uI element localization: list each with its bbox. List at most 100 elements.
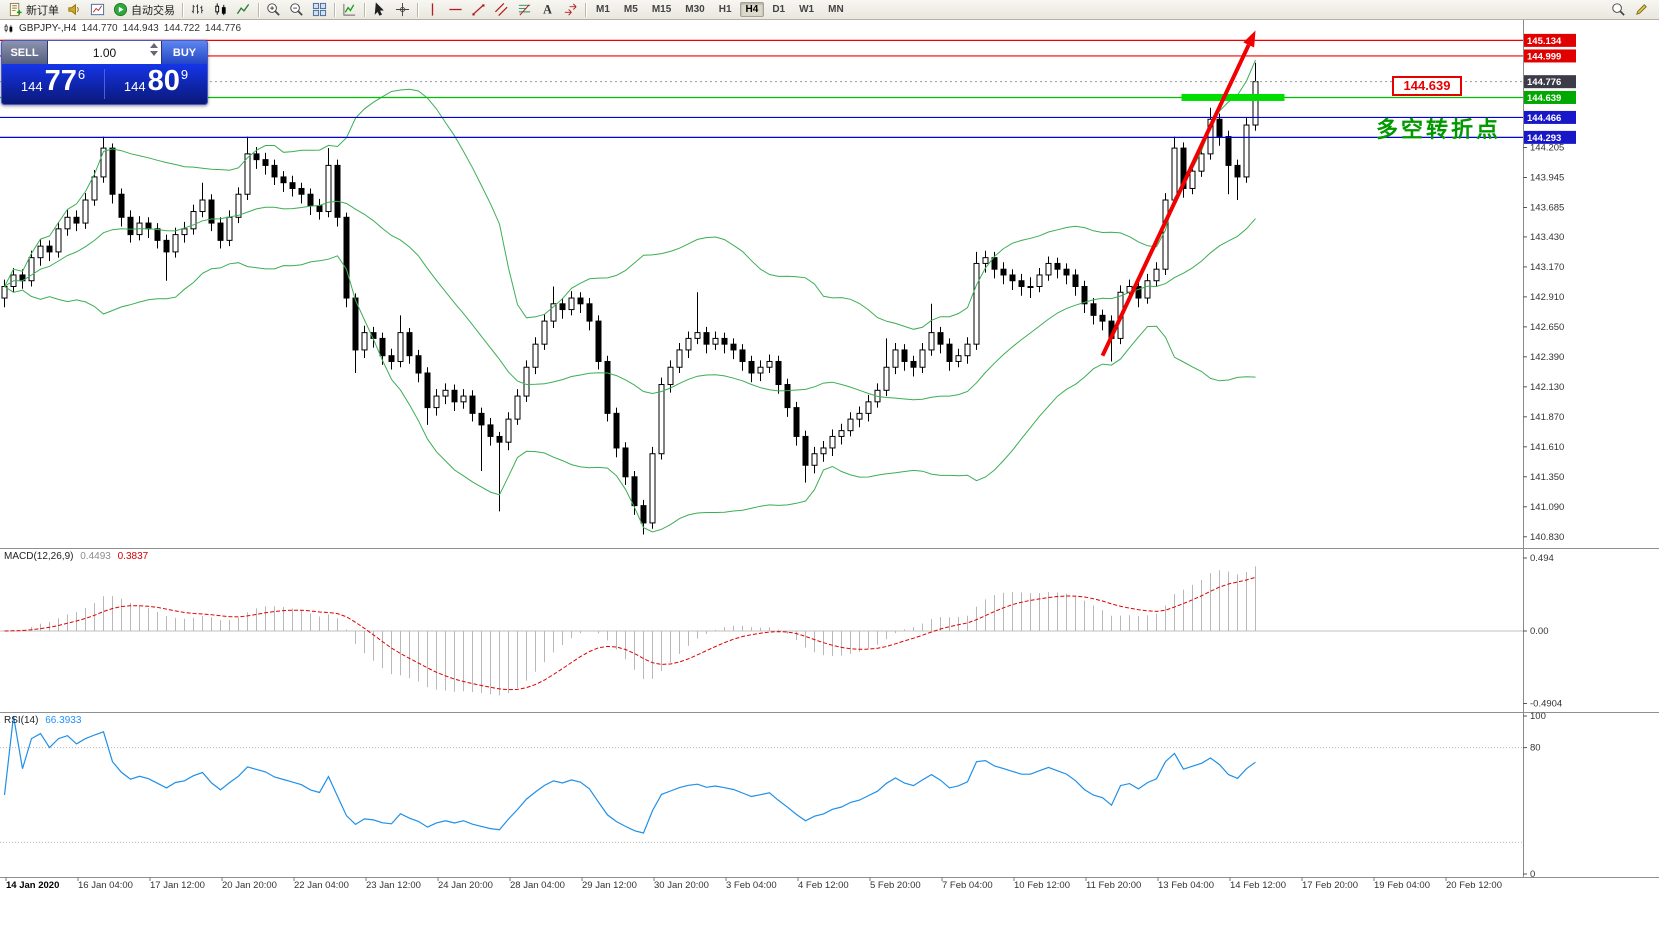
svg-text:5 Feb 20:00: 5 Feb 20:00: [870, 880, 921, 891]
svg-text:142.390: 142.390: [1530, 352, 1564, 363]
toolbar-indicators-button[interactable]: [338, 0, 361, 20]
trend-arrow-object[interactable]: [1100, 30, 1256, 357]
toolbar-buttons-group: 新订单 自动交易 A: [4, 0, 589, 19]
svg-text:29 Jan 12:00: 29 Jan 12:00: [582, 880, 637, 891]
chart-icon: [4, 24, 13, 33]
volume-field[interactable]: 1.00: [48, 41, 161, 64]
svg-text:144.999: 144.999: [1527, 51, 1561, 62]
zoom-out-icon: [290, 3, 303, 16]
svg-text:16 Jan 04:00: 16 Jan 04:00: [78, 880, 133, 891]
price-label-144.999: [1524, 49, 1576, 63]
volume-up-button[interactable]: [150, 43, 158, 48]
svg-text:3 Feb 04:00: 3 Feb 04:00: [726, 880, 777, 891]
quote-low: 144.722: [163, 23, 200, 34]
toolbar-new-order-button[interactable]: 新订单: [4, 0, 63, 20]
timeframe-h1-button[interactable]: H1: [718, 4, 732, 15]
timeframe-m30-button[interactable]: M30: [685, 4, 705, 15]
buy-price[interactable]: 144 80 9: [123, 65, 189, 98]
indicators-icon: [343, 3, 356, 16]
toolbar-separator: [334, 2, 335, 17]
svg-text:100: 100: [1530, 711, 1546, 722]
toolbar-new-chart-button[interactable]: [86, 0, 109, 20]
toolbar-sound-alerts-button[interactable]: [63, 0, 86, 20]
toolbar-trendline-button[interactable]: [467, 0, 490, 20]
svg-text:143.430: 143.430: [1530, 232, 1564, 243]
svg-text:19 Feb 04:00: 19 Feb 04:00: [1374, 880, 1430, 891]
svg-text:80: 80: [1530, 743, 1541, 754]
volume-down-button[interactable]: [150, 51, 158, 56]
price-label-145.134: [1524, 33, 1576, 47]
svg-text:20 Feb 12:00: 20 Feb 12:00: [1446, 880, 1502, 891]
sound-alerts-icon: [68, 3, 79, 16]
svg-text:144.205: 144.205: [1530, 143, 1564, 154]
line-chart-mode-icon: [236, 3, 250, 15]
timeframe-h4-button[interactable]: H4: [739, 2, 765, 17]
price-divider: [104, 69, 105, 99]
timeframe-mn-button[interactable]: MN: [828, 4, 844, 15]
toolbar-vertical-line-button[interactable]: [421, 0, 444, 20]
chinese-note-text[interactable]: 多空转折点: [1376, 117, 1502, 142]
toolbar-candlestick-mode-button[interactable]: [209, 0, 232, 20]
toolbar-bar-chart-mode-button[interactable]: [186, 0, 209, 20]
svg-text:23 Jan 12:00: 23 Jan 12:00: [366, 880, 421, 891]
timeframe-m1-button[interactable]: M1: [596, 4, 610, 15]
toolbar-zoom-out-button[interactable]: [285, 0, 308, 20]
toolbar-crosshair-button[interactable]: [391, 0, 414, 20]
quote-high: 144.943: [122, 23, 159, 34]
toolbar-tile-windows-button[interactable]: [308, 0, 331, 20]
timeframe-m5-button[interactable]: M5: [623, 4, 638, 15]
svg-text:7 Feb 04:00: 7 Feb 04:00: [942, 880, 993, 891]
toolbar-auto-trading-button[interactable]: 自动交易: [109, 0, 179, 20]
one-click-trading-panel: SELL 1.00 BUY 144 77 6 144 80 9: [1, 40, 208, 105]
toolbar-equidistant-channel-button[interactable]: [490, 0, 513, 20]
toolbar-search-button[interactable]: [1607, 0, 1630, 20]
toolbar-cursor-button[interactable]: [368, 0, 391, 20]
arrows-tool-icon: [564, 3, 577, 16]
price-label-144.466: [1524, 110, 1576, 124]
svg-text:142.130: 142.130: [1530, 382, 1564, 393]
toolbar-arrows-tool-button[interactable]: [559, 0, 582, 20]
svg-text:10 Feb 12:00: 10 Feb 12:00: [1014, 880, 1070, 891]
svg-text:11 Feb 20:00: 11 Feb 20:00: [1086, 880, 1141, 891]
price-callout-box[interactable]: 144.639: [1392, 76, 1462, 96]
svg-text:141.350: 141.350: [1530, 472, 1564, 483]
price-scale[interactable]: 144.205 143.945 143.685 143.430 143.170 142.9…: [1523, 143, 1564, 543]
toolbar-new-order-label: 新订单: [26, 4, 59, 17]
toolbar-quick-edit-button[interactable]: [1630, 0, 1653, 20]
toolbar-fibonacci-button[interactable]: [513, 0, 536, 20]
sell-button[interactable]: SELL: [2, 41, 48, 64]
svg-text:24 Jan 20:00: 24 Jan 20:00: [438, 880, 493, 891]
price-label-144.776: [1524, 75, 1576, 89]
buy-button[interactable]: BUY: [161, 41, 207, 64]
support-zone-object[interactable]: [1181, 93, 1285, 101]
svg-text:144.293: 144.293: [1527, 133, 1561, 144]
bollinger-middle: [4, 200, 1256, 401]
time-scale[interactable]: 14 Jan 2020 16 Jan 04:00 17 Jan 12:00 20 Ja…: [5, 877, 1502, 891]
toolbar-text-label-button[interactable]: A: [536, 0, 559, 20]
timeframe-w1-button[interactable]: W1: [799, 4, 815, 15]
volume-spinner: [150, 43, 158, 56]
text-label-icon: A: [543, 3, 552, 17]
svg-text:142.650: 142.650: [1530, 322, 1564, 333]
sell-price[interactable]: 144 77 6: [20, 65, 86, 98]
quote-close: 144.776: [204, 23, 242, 34]
price-label-144.293: [1524, 130, 1576, 144]
svg-text:14 Jan 2020: 14 Jan 2020: [6, 880, 59, 891]
macd-signal-line: [4, 576, 1256, 691]
macd-panel: 0.494 0.00 -0.4904: [0, 553, 1562, 709]
svg-text:141.870: 141.870: [1530, 412, 1564, 423]
svg-text:13 Feb 04:00: 13 Feb 04:00: [1158, 880, 1214, 891]
timeframe-d1-button[interactable]: D1: [772, 4, 786, 15]
toolbar-zoom-in-button[interactable]: [262, 0, 285, 20]
toolbar-line-chart-mode-button[interactable]: [232, 0, 255, 20]
quote-open: 144.770: [81, 23, 118, 34]
svg-text:142.910: 142.910: [1530, 292, 1564, 303]
timeframe-m15-button[interactable]: M15: [651, 4, 672, 15]
svg-text:143.945: 143.945: [1530, 173, 1564, 184]
toolbar-horizontal-line-button[interactable]: [444, 0, 467, 20]
chart-canvas[interactable]: 144.205 143.945 143.685 143.430 143.170 142.9…: [0, 20, 1659, 943]
svg-text:28 Jan 04:00: 28 Jan 04:00: [510, 880, 565, 891]
search-icon: [1612, 3, 1625, 16]
symbol-name: GBPJPY-,H4: [19, 23, 77, 34]
toolbar-separator: [182, 2, 183, 17]
